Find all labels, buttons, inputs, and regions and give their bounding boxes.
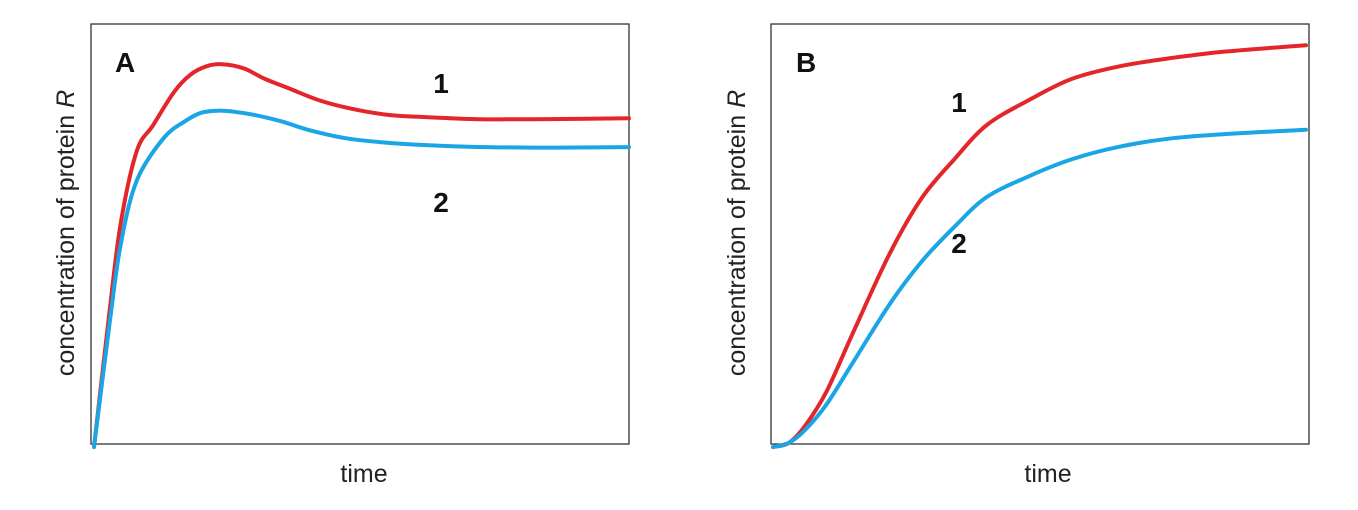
- panel-a-series-2-line: [92, 108, 631, 449]
- panel-a-y-axis-label-variable: R: [52, 90, 80, 108]
- panel-a-series-1-line: [92, 62, 631, 449]
- panel-b-series-2-line: [771, 127, 1308, 449]
- panel-a-plot-frame: [90, 23, 630, 445]
- panel-a-series-layer: [92, 62, 631, 449]
- panel-b-series-layer: [771, 43, 1308, 449]
- panel-a-y-axis-label: concentration of protein R: [52, 90, 80, 376]
- panel-a-curve-label-2: 2: [433, 187, 449, 218]
- panel-a-letter: A: [115, 47, 135, 78]
- panel-b-y-axis-label: concentration of protein R: [723, 90, 751, 376]
- panel-a-y-axis-label-prefix: concentration of protein: [52, 108, 80, 376]
- panel-b-x-axis-label: time: [1024, 460, 1071, 488]
- panel-b-curve-label-2: 2: [951, 228, 967, 259]
- panel-a-x-axis-label: time: [340, 460, 387, 488]
- panel-b-curve-label-1: 1: [951, 87, 967, 118]
- panel-a: concentration of protein R A 1 2 time: [52, 23, 631, 488]
- panel-b-series-1-line: [771, 43, 1308, 449]
- panel-b-letter: B: [796, 47, 816, 78]
- panel-b-plot-frame: [770, 23, 1310, 445]
- panel-b-y-axis-label-prefix: concentration of protein: [723, 108, 751, 376]
- panel-b: concentration of protein R B 1 2 time: [723, 23, 1310, 488]
- panel-a-curve-label-1: 1: [433, 68, 449, 99]
- panel-b-y-axis-label-variable: R: [723, 90, 751, 108]
